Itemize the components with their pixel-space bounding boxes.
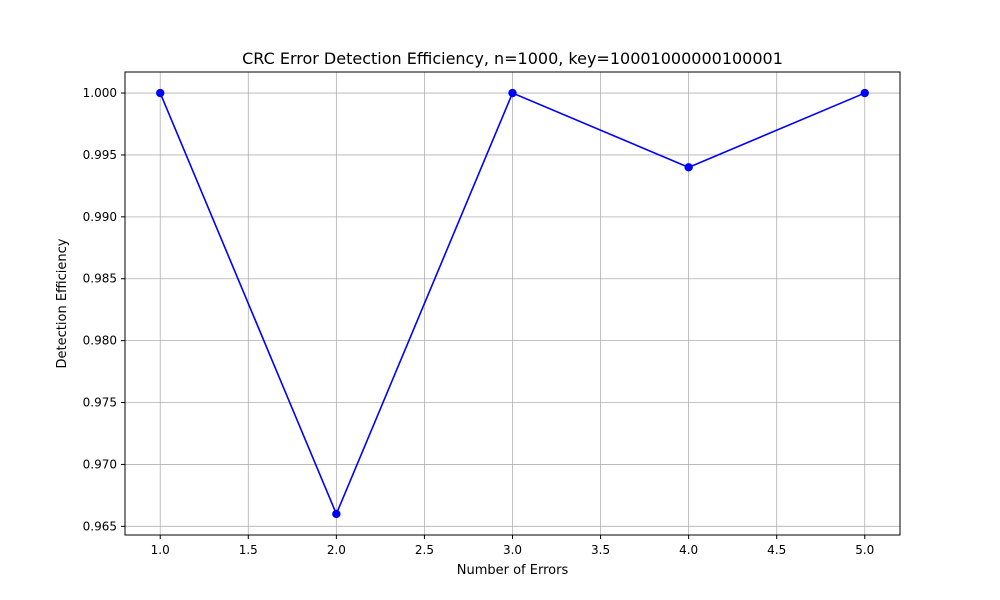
y-tick-label: 0.995	[83, 148, 117, 162]
series-layer	[156, 88, 869, 519]
data-point-marker	[508, 88, 517, 98]
data-point-marker	[156, 88, 165, 98]
y-tick-label: 0.970	[83, 457, 117, 471]
x-axis-label: Number of Errors	[457, 563, 569, 578]
y-tick-label: 0.985	[83, 272, 117, 286]
y-tick-label: 0.980	[83, 334, 117, 348]
x-tick-label: 1.0	[151, 543, 170, 557]
y-tick-label: 0.965	[83, 519, 117, 533]
chart-title: CRC Error Detection Efficiency, n=1000, …	[242, 49, 783, 68]
y-axis-ticks: 0.965 0.970 0.975 0.980 0.985 0.990 0.995 1.000	[83, 86, 125, 533]
y-tick-label: 0.975	[83, 396, 117, 410]
x-axis-ticks: 1.0 1.5 2.0 2.5 3.0 3.5 4.0 4.5 5.0	[151, 535, 874, 557]
x-tick-label: 2.5	[415, 543, 434, 557]
data-point-marker	[332, 509, 341, 519]
y-tick-label: 0.990	[83, 210, 117, 224]
x-tick-label: 4.0	[679, 543, 698, 557]
data-point-marker	[860, 88, 869, 98]
x-tick-label: 5.0	[855, 543, 874, 557]
y-tick-label: 1.000	[83, 86, 117, 100]
x-tick-label: 4.5	[767, 543, 786, 557]
data-point-marker	[684, 163, 693, 172]
x-tick-label: 3.5	[591, 543, 610, 557]
x-tick-label: 2.0	[327, 543, 346, 557]
x-tick-label: 3.0	[503, 543, 522, 557]
x-tick-label: 1.5	[239, 543, 258, 557]
y-axis-label: Detection Efficiency	[55, 238, 70, 368]
